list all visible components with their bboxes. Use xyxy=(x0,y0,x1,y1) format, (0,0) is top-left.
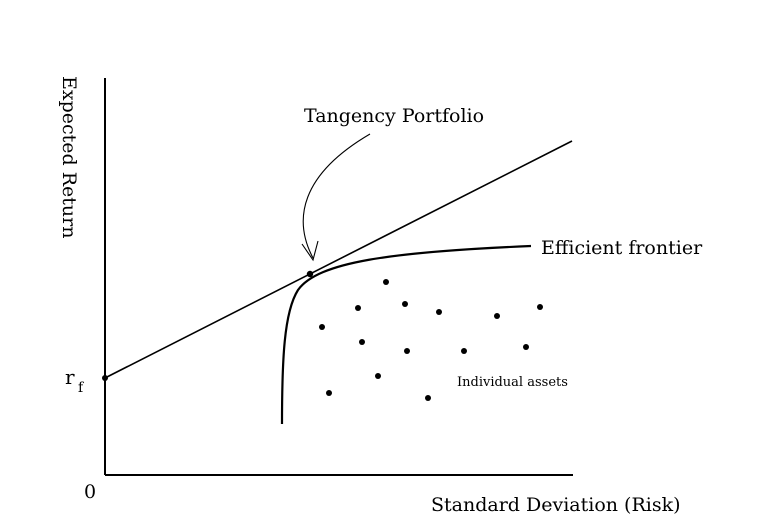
x-axis-label: Standard Deviation (Risk) xyxy=(431,494,681,516)
asset-point xyxy=(375,373,381,379)
asset-point xyxy=(355,305,361,311)
asset-point xyxy=(461,348,467,354)
tangency-portfolio-label: Tangency Portfolio xyxy=(304,105,484,127)
asset-point xyxy=(425,395,431,401)
capital-market-line xyxy=(104,140,573,379)
efficient-frontier-label: Efficient frontier xyxy=(541,237,703,259)
efficient-frontier-curve xyxy=(280,244,532,425)
individual-assets-label: Individual assets xyxy=(457,375,568,390)
tangency-point xyxy=(306,270,314,278)
asset-point xyxy=(523,344,529,350)
asset-point xyxy=(319,324,325,330)
rf-label: r xyxy=(65,365,75,389)
tangency-arrow xyxy=(302,133,371,259)
asset-point xyxy=(436,309,442,315)
asset-point xyxy=(359,339,365,345)
tangency-arrowhead xyxy=(301,240,319,262)
asset-point xyxy=(326,390,332,396)
risk-free-point xyxy=(102,375,108,381)
asset-point xyxy=(537,304,543,310)
origin-label: 0 xyxy=(84,481,96,503)
asset-point xyxy=(494,313,500,319)
rf-subscript: f xyxy=(78,380,85,396)
asset-point xyxy=(402,301,408,307)
individual-assets xyxy=(319,279,543,401)
asset-point xyxy=(404,348,410,354)
asset-point xyxy=(383,279,389,285)
y-axis-label: Expected Return xyxy=(58,76,80,238)
